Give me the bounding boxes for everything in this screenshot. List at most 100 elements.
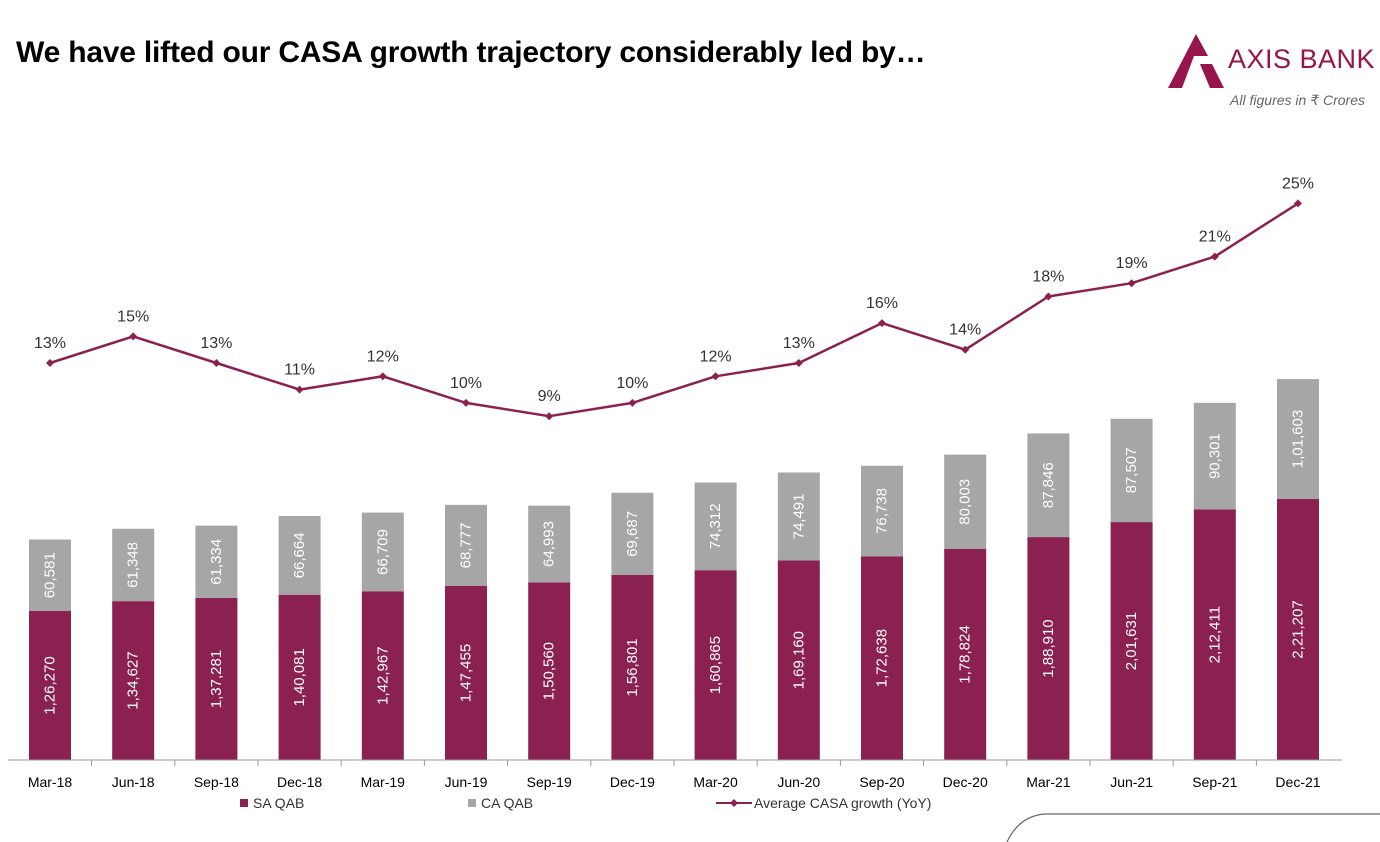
x-tick-label: Sep-20 <box>859 774 904 790</box>
units-note: All figures in ₹ Crores <box>1230 92 1365 108</box>
ca-data-label: 76,738 <box>874 488 891 534</box>
ca-data-label: 87,507 <box>1123 448 1140 494</box>
ca-data-label: 74,491 <box>790 493 807 539</box>
ca-data-label: 66,664 <box>291 532 308 578</box>
sa-data-label: 1,42,967 <box>374 646 391 704</box>
sa-bar <box>195 598 238 760</box>
sa-bar <box>861 556 903 760</box>
sa-bar <box>29 611 71 760</box>
legend-ca: CA QAB <box>468 795 533 811</box>
growth-data-label: 13% <box>200 335 232 352</box>
ca-data-label: 61,334 <box>208 539 225 585</box>
sa-bar <box>611 574 654 760</box>
growth-point <box>212 359 221 367</box>
ca-bar <box>694 482 737 571</box>
x-tick-label: Dec-20 <box>943 774 988 790</box>
sa-data-label: 1,26,270 <box>42 656 59 714</box>
ca-bar <box>611 492 654 575</box>
x-tick-label: Dec-18 <box>277 774 322 790</box>
ca-bar <box>195 525 238 599</box>
sa-data-label: 2,12,411 <box>1206 606 1223 663</box>
growth-data-label: 15% <box>117 308 149 325</box>
growth-data-label: 16% <box>866 295 898 312</box>
ca-bar <box>528 505 571 583</box>
sa-data-label: 1,40,081 <box>291 648 308 706</box>
ca-bar <box>278 516 321 595</box>
x-tick-label: Jun-21 <box>1110 774 1153 790</box>
legend-sa: SA QAB <box>240 795 304 811</box>
ca-bar <box>1110 418 1153 523</box>
growth-data-label: 11% <box>284 362 315 379</box>
sa-bar <box>361 591 404 760</box>
growth-data-label: 10% <box>616 375 648 392</box>
ca-bar <box>1193 402 1236 510</box>
sa-data-label: 1,34,627 <box>125 651 142 709</box>
legend-sa-label: SA QAB <box>253 795 305 811</box>
sa-bar <box>112 601 155 760</box>
ca-data-label: 1,01,603 <box>1290 410 1307 468</box>
ca-data-label: 64,993 <box>541 521 558 567</box>
growth-point <box>961 345 970 354</box>
growth-point <box>878 319 886 328</box>
x-tick-label: Sep-19 <box>527 774 572 790</box>
sa-data-label: 1,50,560 <box>541 642 558 700</box>
x-tick-label: Sep-18 <box>194 774 239 790</box>
sa-data-label: 1,78,824 <box>957 625 974 683</box>
ca-data-label: 87,846 <box>1040 462 1057 508</box>
sa-bar <box>777 560 820 760</box>
sa-data-label: 1,60,865 <box>707 636 724 694</box>
growth-data-label: 18% <box>1032 269 1064 286</box>
growth-line <box>49 202 1299 418</box>
ca-bar <box>112 528 155 602</box>
ca-bar <box>944 454 987 549</box>
growth-data-label: 14% <box>949 322 981 339</box>
ca-bar <box>1027 433 1070 538</box>
growth-data-label: 21% <box>1199 229 1231 246</box>
x-tick-label: Jun-18 <box>112 774 155 790</box>
x-tick-label: Mar-21 <box>1026 774 1071 790</box>
legend-growth-line-icon <box>716 799 752 807</box>
sa-data-label: 2,21,207 <box>1290 600 1307 658</box>
sa-bar <box>694 570 737 760</box>
growth-point <box>295 385 304 394</box>
growth-point <box>794 359 803 367</box>
x-tick-label: Dec-19 <box>610 774 655 790</box>
legend-growth: Average CASA growth (YoY) <box>716 795 931 811</box>
sa-data-label: 1,47,455 <box>458 644 475 702</box>
x-tick-label: Mar-19 <box>361 774 406 790</box>
sa-data-label: 1,72,638 <box>874 629 891 687</box>
ca-bar <box>29 539 71 612</box>
ca-bar <box>361 512 404 592</box>
ca-data-label: 66,709 <box>374 529 391 575</box>
growth-point <box>1294 199 1302 208</box>
sa-data-label: 2,01,631 <box>1123 612 1140 670</box>
axis-bank-logo-icon <box>1168 34 1224 88</box>
sa-data-label: 1,69,160 <box>790 631 807 689</box>
ca-data-label: 69,687 <box>624 511 641 557</box>
ca-data-label: 80,003 <box>957 479 974 525</box>
page-title: We have lifted our CASA growth trajector… <box>16 36 926 69</box>
x-tick-label: Mar-20 <box>693 774 738 790</box>
sa-bar <box>1027 537 1070 760</box>
sa-bar <box>528 582 571 760</box>
growth-point <box>628 398 637 407</box>
ca-data-label: 61,348 <box>125 542 142 588</box>
sa-bar <box>1110 522 1153 760</box>
ca-data-label: 90,301 <box>1206 433 1223 479</box>
growth-data-label: 12% <box>367 348 399 365</box>
sa-bar <box>445 586 487 760</box>
sa-data-label: 1,56,801 <box>624 638 641 696</box>
brand-name: AXIS BANK <box>1228 44 1376 74</box>
ca-data-label: 74,312 <box>707 503 724 549</box>
growth-data-label: 9% <box>538 388 561 405</box>
growth-point <box>1210 252 1219 261</box>
sa-data-label: 1,88,910 <box>1040 619 1057 677</box>
ca-bar <box>1277 379 1319 499</box>
growth-data-label: 19% <box>1116 255 1148 272</box>
x-tick-label: Jun-20 <box>777 774 820 790</box>
growth-data-label: 13% <box>34 335 66 352</box>
sa-data-label: 1,37,281 <box>208 650 225 708</box>
legend-sa-swatch <box>240 799 248 807</box>
legend-ca-label: CA QAB <box>481 795 534 811</box>
